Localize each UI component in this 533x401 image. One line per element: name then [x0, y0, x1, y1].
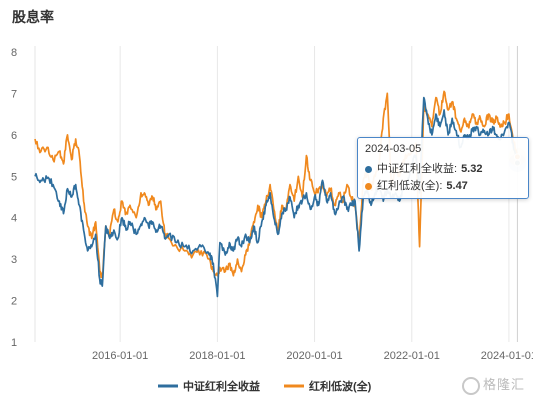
x-tick-label: 2024-01-01: [481, 350, 533, 362]
x-tick-label: 2022-01-01: [384, 350, 440, 362]
y-tick-label: 2: [11, 296, 17, 308]
x-tick-label: 2018-01-01: [189, 350, 245, 362]
watermark-text: 格隆汇: [482, 377, 525, 393]
y-tick-label: 4: [11, 213, 17, 225]
tooltip-row-low-vol-dividend: 红利低波(全): 5.47: [365, 177, 468, 193]
y-axis-ticks: 1 2 3 4 5 6 7 8: [11, 47, 17, 349]
chart-title: 股息率: [12, 9, 54, 25]
y-tick-label: 3: [11, 254, 17, 266]
tooltip-series-name: 红利低波(全): [377, 180, 440, 192]
legend-label-low-vol-dividend[interactable]: 红利低波(全): [309, 379, 372, 393]
y-tick-label: 6: [11, 130, 17, 142]
tooltip-date: 2024-03-05: [365, 143, 422, 155]
tooltip-row-csi-dividend: 中证红利全收益: 5.32: [365, 160, 482, 176]
gelonghui-logo-icon: [461, 377, 480, 395]
y-tick-label: 1: [11, 337, 17, 349]
series-line-0: [34, 96, 519, 298]
y-tick-label: 5: [11, 171, 17, 183]
chart-series: [34, 90, 519, 298]
watermark: 格隆汇: [461, 374, 525, 395]
series-dot-icon: [365, 165, 372, 173]
x-tick-label: 2020-01-01: [286, 350, 342, 362]
tooltip-value: 5.47: [446, 180, 468, 192]
legend-label-csi-dividend[interactable]: 中证红利全收益: [183, 379, 260, 393]
series-dot-icon: [365, 182, 372, 190]
x-tick-label: 2016-01-01: [92, 350, 148, 362]
x-axis-ticks: 2016-01-01 2018-01-01 2020-01-01 2022-01-01…: [92, 350, 533, 362]
series-line-1: [34, 90, 519, 279]
tooltip-value: 5.32: [461, 163, 483, 175]
y-tick-label: 8: [11, 47, 17, 59]
tooltip-series-name: 中证红利全收益: [377, 163, 454, 175]
chart-tooltip: 2024-03-05 中证红利全收益: 5.32 红利低波(全): 5.47: [357, 137, 529, 199]
chart-legend[interactable]: 中证红利全收益 红利低波(全): [158, 379, 372, 393]
y-tick-label: 7: [11, 88, 17, 100]
